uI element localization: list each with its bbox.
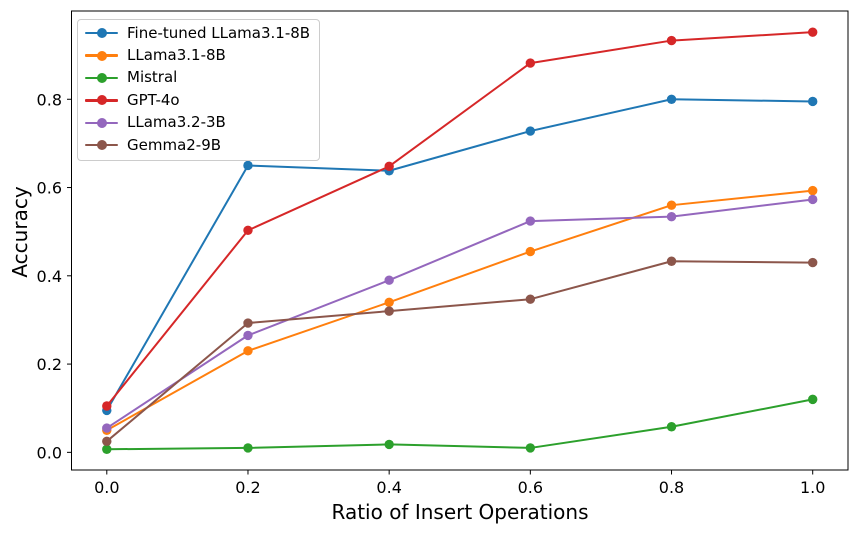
data-point-gemma2-9b bbox=[808, 257, 818, 268]
x-tick-label: 0.0 bbox=[94, 478, 119, 497]
data-point-fine-tuned-llama3-1-8b bbox=[243, 160, 253, 171]
plot-border bbox=[71, 10, 849, 471]
data-point-llama3-2-3b bbox=[243, 330, 253, 341]
data-point-llama3-1-8b bbox=[808, 185, 818, 196]
legend-marker-icon bbox=[85, 72, 118, 84]
legend-label: Fine-tuned LLama3.1-8B bbox=[127, 23, 311, 42]
data-point-llama3-2-3b bbox=[525, 216, 536, 226]
data-point-gpt-4o bbox=[525, 58, 536, 68]
legend-item-gpt-4o: GPT-4o bbox=[85, 89, 310, 111]
x-tick-label: 0.6 bbox=[518, 478, 543, 497]
y-axis-label: Accuracy bbox=[8, 186, 32, 277]
data-point-mistral bbox=[525, 443, 536, 453]
y-tick-label: 0.2 bbox=[37, 355, 62, 374]
data-point-llama3-2-3b bbox=[384, 275, 394, 285]
series-line-gpt-4o bbox=[106, 31, 813, 407]
legend-item-gemma2-9b: Gemma2-9B bbox=[85, 134, 310, 156]
legend-label: Mistral bbox=[127, 68, 178, 87]
data-point-llama3-2-3b bbox=[808, 194, 818, 205]
data-point-gemma2-9b bbox=[102, 436, 112, 447]
data-point-fine-tuned-llama3-1-8b bbox=[666, 94, 677, 104]
data-point-gemma2-9b bbox=[243, 318, 253, 328]
data-point-gpt-4o bbox=[243, 225, 253, 236]
data-point-llama3-2-3b bbox=[102, 423, 112, 433]
x-tick-label: 0.4 bbox=[376, 478, 401, 497]
data-point-llama3-1-8b bbox=[384, 297, 394, 307]
data-point-llama3-2-3b bbox=[666, 211, 677, 222]
data-point-gpt-4o bbox=[666, 35, 677, 46]
data-point-fine-tuned-llama3-1-8b bbox=[525, 126, 536, 136]
data-point-gpt-4o bbox=[384, 161, 394, 172]
y-tick-label: 0.0 bbox=[37, 443, 62, 462]
data-point-mistral bbox=[102, 444, 112, 454]
data-point-llama3-1-8b bbox=[525, 246, 536, 257]
plot-area: 0.0 0.2 0.4 0.6 0.8 1.0 0.0 0.2 0.4 0.6 0.8 bbox=[37, 10, 849, 497]
y-tick-label: 0.8 bbox=[37, 90, 62, 109]
x-tick-label: 0.2 bbox=[235, 478, 260, 497]
legend-item-llama3-1-8b: LLama3.1-8B bbox=[85, 44, 310, 66]
series-line-llama3-2-3b bbox=[106, 198, 813, 429]
y-tick-label: 0.6 bbox=[37, 179, 62, 198]
legend-item-fine-tuned-llama3-1-8b: Fine-tuned LLama3.1-8B bbox=[85, 22, 310, 44]
legend-label: GPT-4o bbox=[127, 90, 180, 109]
legend-label: LLama3.1-8B bbox=[127, 46, 226, 65]
legend-marker-icon bbox=[85, 50, 118, 62]
legend-marker-icon bbox=[85, 27, 118, 39]
x-axis-label: Ratio of Insert Operations bbox=[331, 500, 588, 524]
data-point-mistral bbox=[243, 443, 253, 453]
legend-label: LLama3.2-3B bbox=[127, 113, 226, 132]
legend-label: Gemma2-9B bbox=[127, 135, 222, 154]
x-tick-label: 0.8 bbox=[659, 478, 684, 497]
legend-marker-icon bbox=[85, 117, 118, 129]
series-line-llama3-1-8b bbox=[106, 189, 813, 432]
data-point-mistral bbox=[666, 422, 677, 432]
series-line-gemma2-9b bbox=[106, 260, 813, 443]
legend-marker-icon bbox=[85, 139, 118, 151]
x-tick-label: 1.0 bbox=[800, 478, 825, 497]
data-point-gpt-4o bbox=[808, 27, 818, 37]
data-point-gemma2-9b bbox=[666, 256, 677, 266]
data-point-gpt-4o bbox=[102, 401, 112, 411]
data-point-gemma2-9b bbox=[384, 306, 394, 316]
data-point-mistral bbox=[808, 394, 818, 405]
series-line-mistral bbox=[106, 398, 813, 451]
legend-item-mistral: Mistral bbox=[85, 67, 310, 89]
data-point-fine-tuned-llama3-1-8b bbox=[808, 96, 818, 107]
legend-item-llama3-2-3b: LLama3.2-3B bbox=[85, 112, 310, 134]
y-tick-label: 0.4 bbox=[37, 267, 62, 286]
legend: Fine-tuned LLama3.1-8B LLama3.1-8B Mistral… bbox=[77, 19, 321, 162]
data-point-gemma2-9b bbox=[525, 294, 536, 304]
legend-marker-icon bbox=[85, 94, 118, 106]
series-line-fine-tuned-llama3-1-8b bbox=[105, 98, 813, 411]
data-point-llama3-1-8b bbox=[666, 200, 677, 210]
data-point-llama3-1-8b bbox=[243, 346, 253, 356]
data-point-mistral bbox=[384, 439, 394, 450]
